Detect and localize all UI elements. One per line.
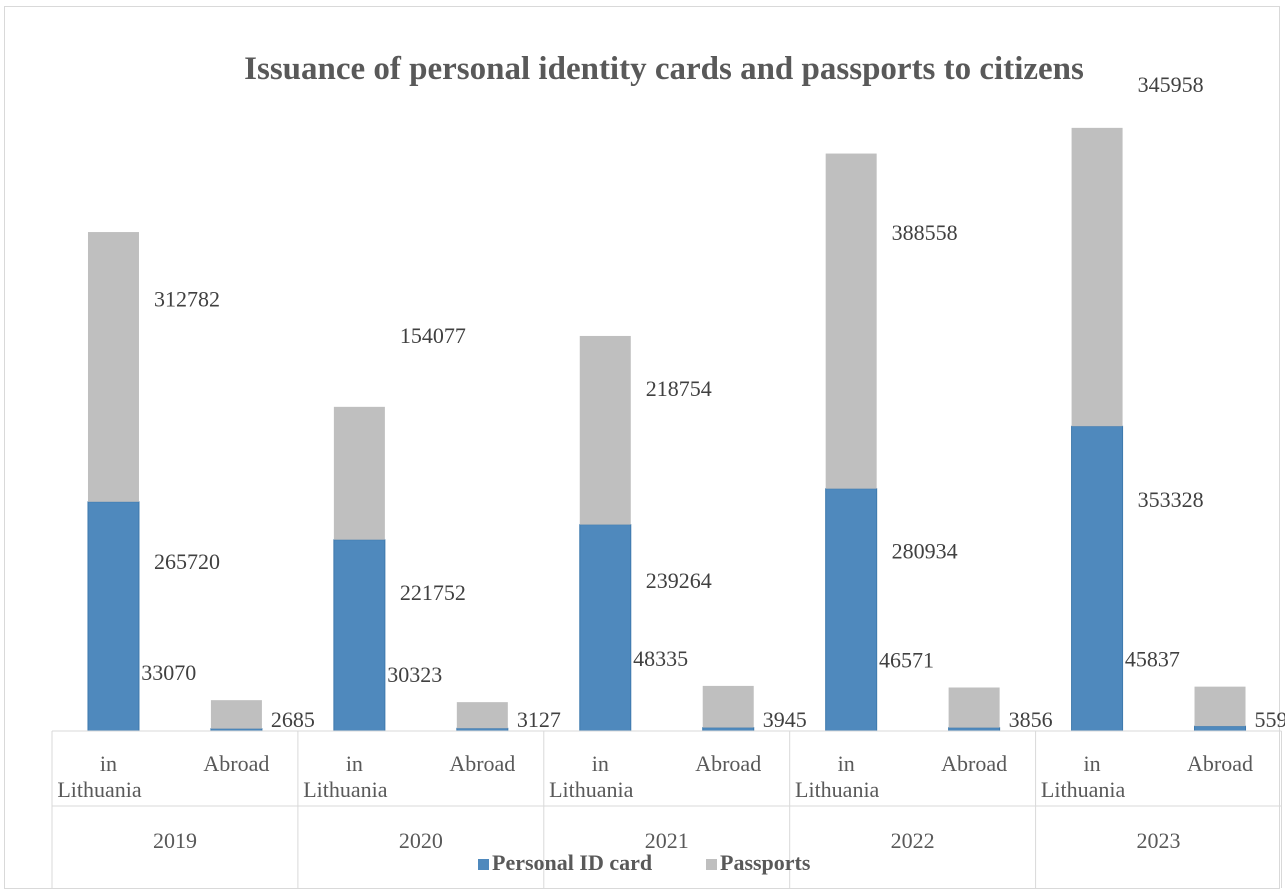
group-label-2021: 2021 — [645, 828, 689, 853]
tick-label-2019-in-lithuania: in Lithuania — [57, 751, 142, 802]
tick-label-2023-in-lithuania: in Lithuania — [1041, 751, 1126, 802]
tick-label-2022-abroad: Abroad — [941, 751, 1007, 776]
tick-label-2023-abroad: Abroad — [1187, 751, 1253, 776]
data-label-id-card-2023-in-lithuania: 353328 — [1138, 487, 1204, 512]
bar-passports-2020-abroad — [456, 702, 508, 729]
bar-passports-2023-in-lithuania — [1071, 127, 1123, 427]
data-label-passports-2020-abroad: 30323 — [387, 662, 442, 687]
data-label-id-card-2020-abroad: 3127 — [517, 707, 561, 732]
plot-area: 265720 312782 2685 33070 221752 154077 3127 303… — [87, 72, 1285, 732]
bar-passports-2019-in-lithuania — [87, 232, 139, 502]
legend: Personal ID card Passports — [478, 850, 811, 875]
data-label-passports-2019-in-lithuania: 312782 — [154, 287, 220, 312]
data-label-id-card-2021-in-lithuania: 239264 — [646, 568, 712, 593]
data-label-id-card-2019-abroad: 2685 — [271, 707, 315, 732]
bar-passports-2022-in-lithuania — [825, 153, 877, 489]
legend-swatch-personal-id-card — [478, 859, 489, 870]
data-label-passports-2023-abroad: 45837 — [1125, 647, 1180, 672]
group-label-2020: 2020 — [399, 828, 443, 853]
bar-id-card-2021-abroad — [702, 727, 755, 732]
legend-label-personal-id-card: Personal ID card — [492, 850, 652, 875]
bar-id-card-2019-in-lithuania — [87, 501, 140, 732]
bar-id-card-2022-in-lithuania — [825, 488, 878, 732]
data-label-passports-2023-in-lithuania: 345958 — [1138, 72, 1204, 97]
tick-label-2021-in-lithuania: in Lithuania — [549, 751, 634, 802]
bar-id-card-2021-in-lithuania — [579, 524, 632, 732]
bar-id-card-2023-abroad — [1194, 725, 1247, 732]
data-label-id-card-2021-abroad: 3945 — [763, 707, 807, 732]
tick-label-2020-in-lithuania: in Lithuania — [303, 751, 388, 802]
data-label-passports-2022-abroad: 46571 — [879, 648, 934, 673]
group-label-2023: 2023 — [1137, 828, 1181, 853]
group-label-2022: 2022 — [891, 828, 935, 853]
chart-frame — [4, 6, 1280, 889]
tick-label-2021-abroad: Abroad — [695, 751, 761, 776]
data-label-id-card-2019-in-lithuania: 265720 — [154, 549, 220, 574]
bar-passports-2019-abroad — [210, 700, 262, 729]
data-label-passports-2021-abroad: 48335 — [633, 646, 688, 671]
tick-label-2019-abroad: Abroad — [203, 751, 269, 776]
data-label-passports-2021-in-lithuania: 218754 — [646, 376, 712, 401]
data-label-passports-2019-abroad: 33070 — [141, 660, 196, 685]
bar-passports-2021-abroad — [702, 685, 754, 728]
bar-id-card-2020-in-lithuania — [333, 539, 386, 732]
bar-passports-2023-abroad — [1194, 686, 1246, 727]
tick-label-2022-in-lithuania: in Lithuania — [795, 751, 880, 802]
bar-id-card-2023-in-lithuania — [1071, 425, 1124, 732]
data-label-passports-2022-in-lithuania: 388558 — [892, 220, 958, 245]
bar-passports-2022-abroad — [948, 687, 1000, 728]
data-label-id-card-2020-in-lithuania: 221752 — [400, 580, 466, 605]
data-label-id-card-2022-in-lithuania: 280934 — [892, 538, 958, 563]
x-axis: in Lithuania Abroad 2019 in Lithuania Abroad 20… — [51, 730, 1282, 888]
legend-label-passports: Passports — [720, 850, 811, 875]
bar-passports-2020-in-lithuania — [333, 406, 385, 540]
data-label-id-card-2022-abroad: 3856 — [1009, 707, 1053, 732]
legend-swatch-passports — [706, 859, 717, 870]
group-label-2019: 2019 — [153, 828, 197, 853]
data-label-passports-2020-in-lithuania: 154077 — [400, 323, 466, 348]
chart-title: Issuance of personal identity cards and … — [244, 51, 1084, 87]
bar-passports-2021-in-lithuania — [579, 335, 631, 525]
tick-label-2020-abroad: Abroad — [449, 751, 515, 776]
